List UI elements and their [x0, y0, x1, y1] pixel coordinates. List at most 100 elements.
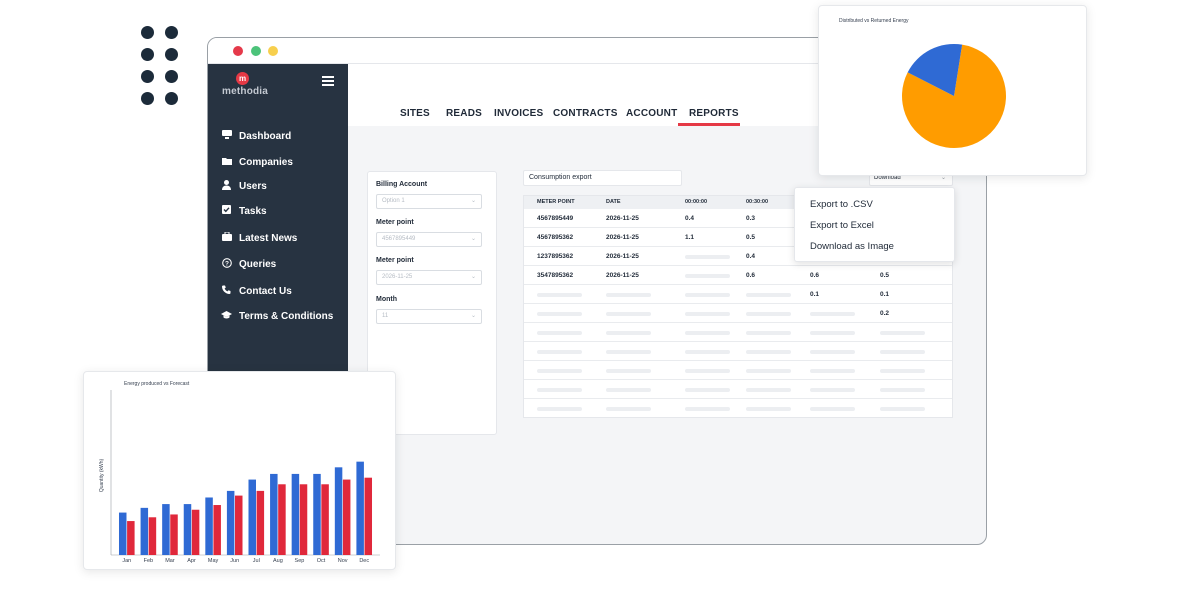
- table-row[interactable]: [524, 380, 952, 399]
- table-row[interactable]: 4567895449 2026-11-25 0.4 0.3: [524, 209, 952, 228]
- tab-sites[interactable]: SITES: [400, 108, 430, 119]
- table-row[interactable]: 1237895362 2026-11-25 0.4: [524, 247, 952, 266]
- cell-placeholder: [880, 407, 925, 411]
- decorative-dots: [141, 26, 181, 106]
- maximize-window-button[interactable]: [251, 46, 261, 56]
- x-tick-label: Feb: [144, 558, 153, 564]
- bar[interactable]: [191, 509, 200, 555]
- tab-invoices[interactable]: INVOICES: [494, 108, 544, 119]
- cell-value: 0.5: [746, 234, 756, 241]
- sidebar-item-latest-news[interactable]: Latest News: [221, 230, 297, 246]
- pie-slice[interactable]: [902, 44, 1006, 149]
- sidebar-item-label: Contact Us: [239, 285, 292, 297]
- cell-placeholder: [810, 407, 855, 411]
- tab-contracts[interactable]: CONTRACTS: [553, 108, 618, 119]
- table-row[interactable]: 4567895362 2026-11-25 1.1 0.5: [524, 228, 952, 247]
- bar[interactable]: [256, 490, 265, 555]
- cell-placeholder: [880, 369, 925, 373]
- table-row[interactable]: 0.1 0.1: [524, 285, 952, 304]
- bar[interactable]: [127, 521, 135, 555]
- logo[interactable]: m methodia: [222, 72, 282, 100]
- bar[interactable]: [356, 461, 364, 555]
- cell-placeholder: [606, 350, 651, 354]
- dot: [141, 70, 154, 83]
- table-row[interactable]: [524, 323, 952, 342]
- bar[interactable]: [183, 504, 192, 555]
- bar[interactable]: [205, 497, 213, 555]
- table-row[interactable]: [524, 342, 952, 361]
- cell-value: 0.3: [746, 215, 756, 222]
- bar[interactable]: [170, 514, 178, 555]
- meter-point-select[interactable]: 4567895449 ⌄: [376, 232, 482, 247]
- bar[interactable]: [291, 473, 300, 555]
- bar[interactable]: [162, 504, 170, 555]
- export-excel-menu-item[interactable]: Export to Excel: [810, 220, 874, 231]
- chevron-down-icon: ⌄: [470, 313, 476, 319]
- y-axis-label: Quantity (kWh): [99, 458, 105, 492]
- chevron-down-icon: ⌄: [470, 236, 476, 242]
- tab-reads[interactable]: READS: [446, 108, 483, 119]
- bar[interactable]: [299, 484, 308, 555]
- export-csv-menu-item[interactable]: Export to .CSV: [810, 199, 873, 210]
- cell-value: 0.5: [880, 272, 890, 279]
- x-tick-label: May: [208, 558, 219, 564]
- menu-icon[interactable]: [322, 76, 334, 86]
- bar[interactable]: [334, 467, 343, 555]
- x-tick-label: Sep: [295, 558, 305, 564]
- cell-value: 1.1: [685, 234, 695, 241]
- bar[interactable]: [342, 479, 351, 555]
- bar[interactable]: [278, 484, 286, 555]
- meter-point-date-select[interactable]: 2026-11-25 ⌄: [376, 270, 482, 285]
- bar[interactable]: [270, 473, 278, 555]
- logo-text: methodia: [222, 86, 269, 97]
- table-row[interactable]: [524, 361, 952, 380]
- cell-placeholder: [685, 255, 730, 259]
- bar[interactable]: [248, 479, 256, 555]
- cell-placeholder: [810, 331, 855, 335]
- cell-value: 0.1: [810, 291, 820, 298]
- sidebar-item-contact-us[interactable]: Contact Us: [221, 283, 292, 299]
- bar[interactable]: [226, 490, 235, 555]
- minimize-window-button[interactable]: [268, 46, 278, 56]
- bar[interactable]: [321, 484, 329, 555]
- tab-reports[interactable]: REPORTS: [689, 108, 739, 119]
- bar[interactable]: [313, 473, 321, 555]
- dot: [165, 48, 178, 61]
- table-row[interactable]: 0.2: [524, 304, 952, 323]
- bar[interactable]: [235, 495, 243, 555]
- month-select[interactable]: 11 ⌄: [376, 309, 482, 324]
- sidebar-item-companies[interactable]: Companies: [221, 154, 293, 170]
- table-row[interactable]: 3547895362 2026-11-25 0.6 0.6 0.5: [524, 266, 952, 285]
- briefcase-icon: [221, 231, 232, 244]
- dot: [165, 92, 178, 105]
- cell-meter: 4567895362: [537, 234, 574, 241]
- x-tick-label: Oct: [317, 558, 326, 564]
- column-header: DATE: [606, 199, 621, 205]
- sidebar-item-users[interactable]: Users: [221, 178, 267, 194]
- sidebar-item-tasks[interactable]: Tasks: [221, 203, 267, 219]
- x-tick-label: Dec: [359, 558, 369, 564]
- billing-account-select[interactable]: Option 1 ⌄: [376, 194, 482, 209]
- cell-meter: 3547895362: [537, 272, 574, 279]
- bar[interactable]: [364, 477, 373, 555]
- sidebar-item-terms-conditions[interactable]: Terms & Conditions: [221, 308, 333, 324]
- bar[interactable]: [148, 517, 157, 555]
- export-name-input[interactable]: Consumption export: [523, 170, 682, 186]
- close-window-button[interactable]: [233, 46, 243, 56]
- x-tick-label: Aug: [273, 558, 283, 564]
- cell-placeholder: [685, 407, 730, 411]
- cell-placeholder: [880, 388, 925, 392]
- download-image-menu-item[interactable]: Download as Image: [810, 241, 894, 252]
- sidebar-item-queries[interactable]: ? Queries: [221, 256, 276, 272]
- folder-icon: [221, 157, 232, 168]
- cell-placeholder: [537, 350, 582, 354]
- bar[interactable]: [118, 512, 127, 555]
- tab-account[interactable]: ACCOUNT: [626, 108, 678, 119]
- pie-slice[interactable]: [907, 43, 963, 96]
- sidebar-item-dashboard[interactable]: Dashboard: [221, 128, 291, 144]
- bar[interactable]: [140, 507, 149, 555]
- x-tick-label: Apr: [187, 558, 196, 564]
- bar[interactable]: [213, 505, 221, 555]
- table-row[interactable]: [524, 399, 952, 418]
- cell-placeholder: [746, 369, 791, 373]
